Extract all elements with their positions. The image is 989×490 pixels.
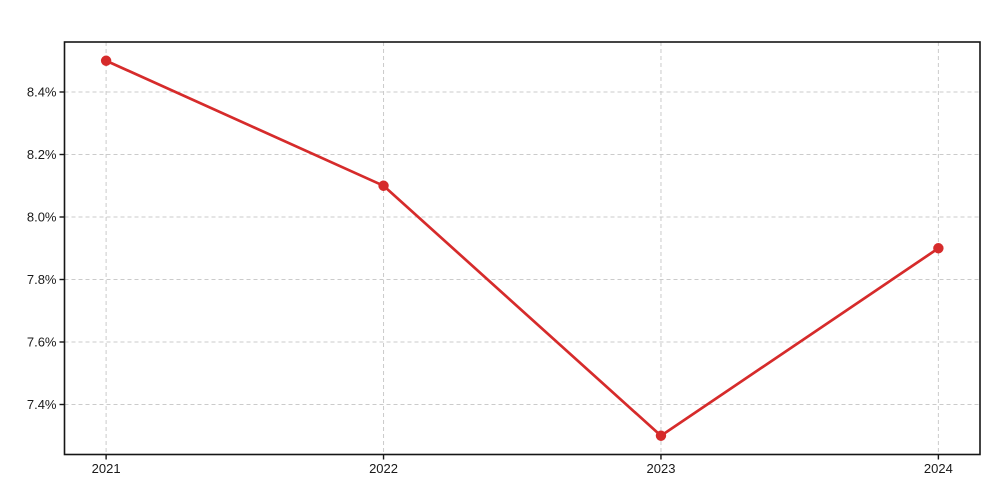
data-point bbox=[378, 180, 389, 191]
x-tick-label: 2024 bbox=[924, 461, 953, 476]
plot-frame bbox=[63, 41, 981, 456]
data-point bbox=[933, 243, 944, 254]
y-tick-label: 7.6% bbox=[27, 335, 57, 350]
y-tick-label: 7.4% bbox=[27, 397, 57, 412]
x-tick-label: 2022 bbox=[369, 461, 398, 476]
y-tick-label: 8.4% bbox=[27, 85, 57, 100]
x-tick-label: 2023 bbox=[647, 461, 676, 476]
data-point bbox=[655, 430, 667, 441]
y-tick-label: 8.2% bbox=[27, 147, 57, 162]
data-point bbox=[100, 55, 112, 66]
x-tick-label: 2021 bbox=[92, 461, 121, 476]
y-tick-label: 8.0% bbox=[27, 210, 57, 225]
trend-line bbox=[104, 59, 940, 438]
y-tick-label: 7.8% bbox=[27, 272, 57, 287]
